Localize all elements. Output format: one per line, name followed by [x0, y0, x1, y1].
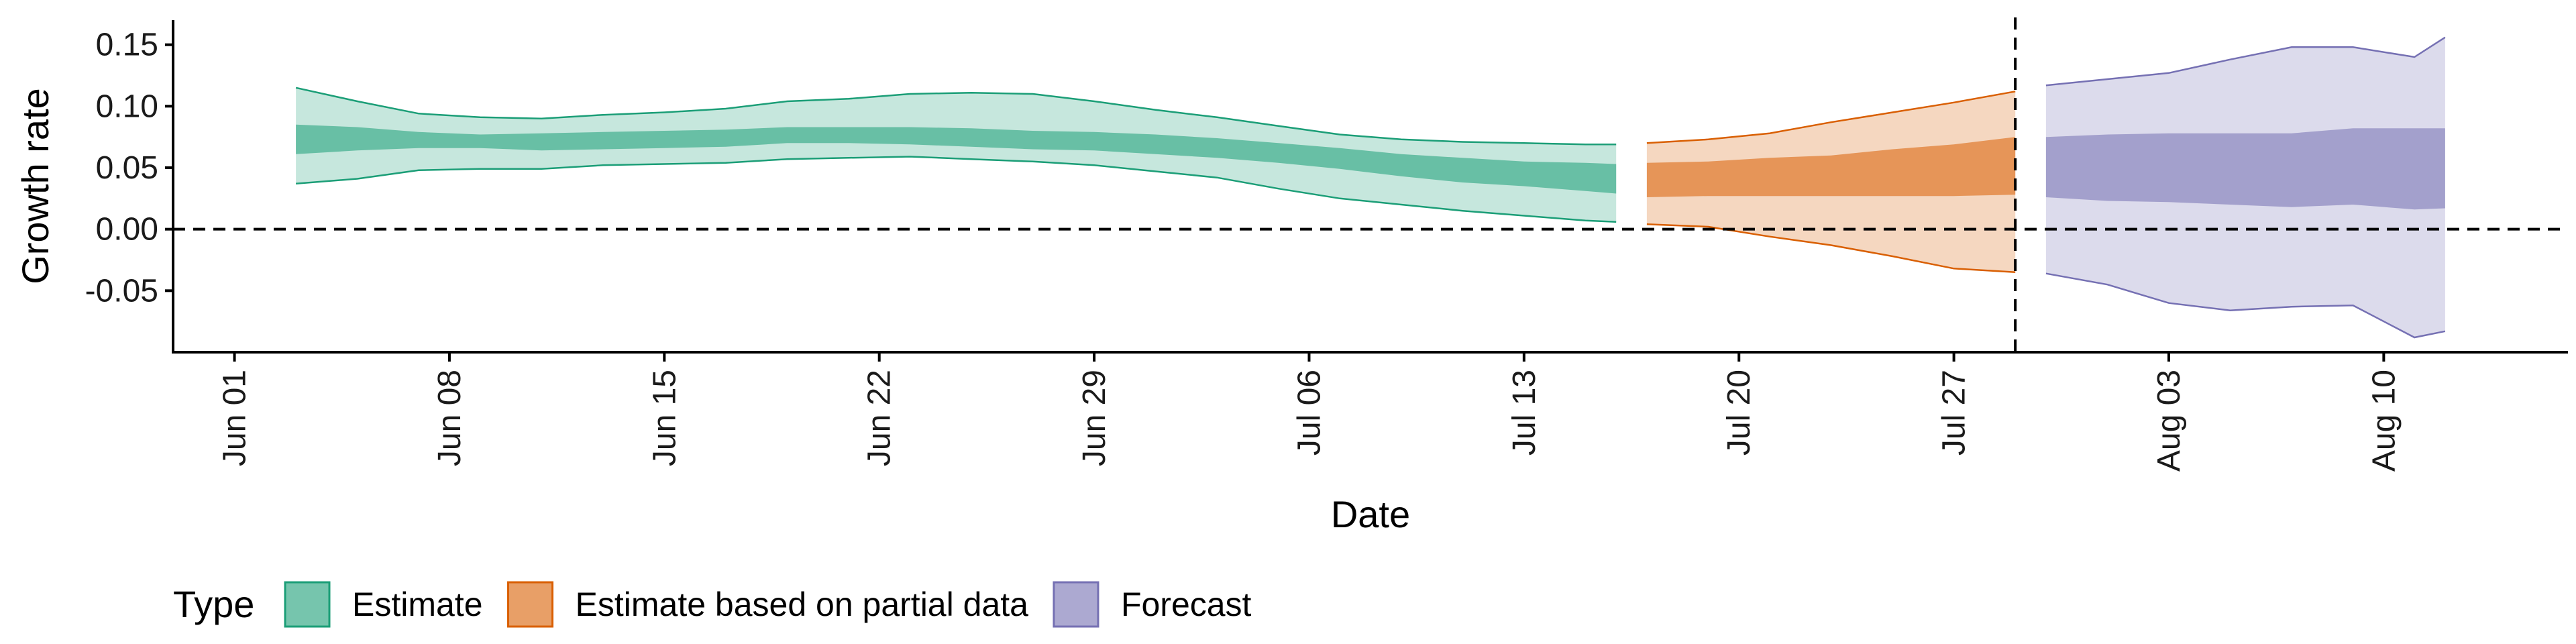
x-tick-label: Jul 06	[1292, 370, 1328, 455]
y-axis-ticks: -0.05 0.00 0.05 0.10 0.15	[85, 28, 173, 309]
y-tick-label: 0.00	[96, 212, 158, 248]
y-tick-label: 0.15	[96, 28, 158, 63]
band-50-series-2	[2045, 128, 2445, 210]
x-tick-label: Jul 20	[1721, 370, 1757, 455]
y-tick-label: 0.05	[96, 150, 158, 186]
legend-swatch-series-0	[284, 581, 331, 628]
band-upper-edge-series-0	[295, 87, 1617, 146]
band-upper-edge-series-1	[1646, 91, 2016, 144]
y-axis-title: Growth rate	[14, 88, 56, 284]
x-tick-label: Aug 03	[2151, 370, 2187, 472]
x-tick-label: Jun 15	[647, 370, 682, 466]
legend-label-series-1: Estimate based on partial data	[576, 586, 1029, 623]
x-tick-label: Aug 10	[2366, 370, 2402, 472]
legend-swatch-series-2	[1053, 581, 1099, 628]
legend-label-series-0: Estimate	[352, 586, 483, 623]
band-90-series-0	[296, 87, 1617, 222]
series-1	[1646, 91, 2016, 274]
x-tick-label: Jul 13	[1507, 370, 1542, 455]
band-50-series-1	[1646, 137, 2016, 197]
band-lower-edge-series-1	[1646, 223, 2016, 274]
legend-swatch-series-1	[507, 581, 554, 628]
x-tick-label: Jun 29	[1077, 370, 1112, 466]
x-tick-label: Jun 22	[862, 370, 898, 466]
x-axis-title: Date	[1331, 493, 1410, 535]
band-50-series-0	[296, 124, 1617, 194]
legend: Type Estimate Estimate based on partial d…	[173, 581, 1252, 628]
y-tick-label: 0.10	[96, 89, 158, 124]
y-tick-label: -0.05	[85, 273, 158, 309]
legend-label-series-2: Forecast	[1121, 586, 1252, 623]
x-axis-ticks: Jun 01 Jun 08 Jun 15 Jun 22 Jun 29 Jul 06 Jul …	[217, 352, 2402, 472]
series-0	[295, 87, 1617, 223]
series-2	[2045, 36, 2446, 339]
x-tick-label: Jul 27	[1937, 370, 1972, 455]
x-tick-label: Jun 01	[217, 370, 253, 466]
series-bands	[295, 36, 2446, 339]
band-lower-edge-series-0	[296, 156, 1617, 223]
band-upper-edge-series-2	[2045, 36, 2446, 87]
x-tick-label: Jun 08	[432, 370, 468, 466]
band-lower-edge-series-2	[2045, 272, 2446, 339]
legend-title: Type	[173, 583, 254, 625]
